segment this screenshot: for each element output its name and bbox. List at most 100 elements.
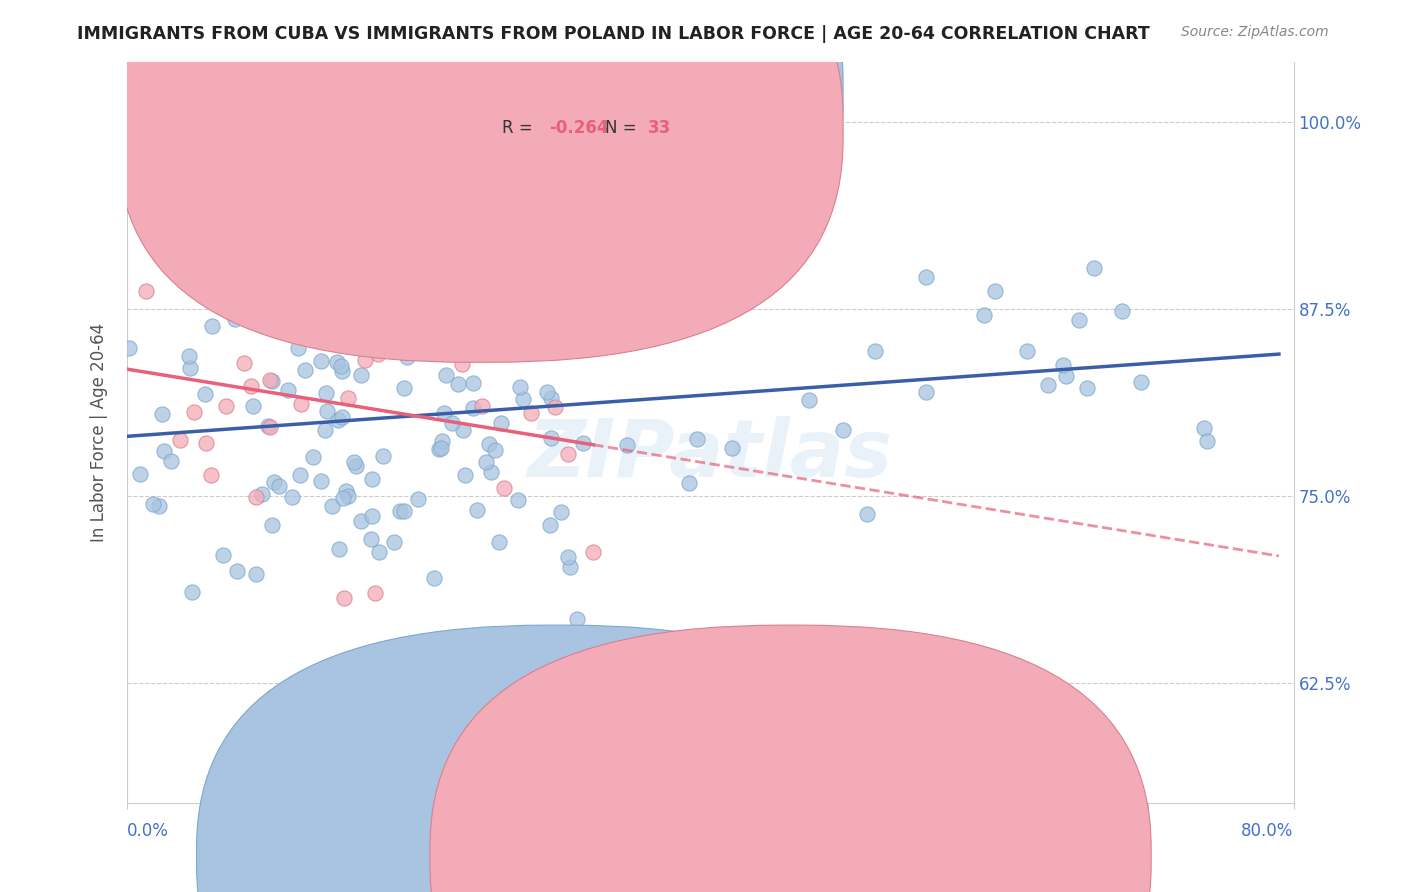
Point: [309, 354, 332, 368]
Point: [463, 401, 485, 415]
Point: [440, 416, 463, 430]
Point: [423, 571, 446, 585]
Point: [290, 397, 312, 411]
Point: [183, 405, 205, 419]
Point: [333, 591, 356, 606]
Point: [1052, 358, 1074, 372]
Point: [491, 306, 513, 320]
Point: [426, 309, 449, 323]
Point: [315, 385, 337, 400]
Text: ZIPatlas: ZIPatlas: [527, 416, 893, 494]
Point: [1111, 303, 1133, 318]
Point: [865, 343, 887, 358]
Point: [582, 545, 605, 559]
Text: Immigrants from Poland: Immigrants from Poland: [810, 848, 1010, 866]
Point: [128, 467, 150, 481]
Point: [242, 399, 264, 413]
FancyBboxPatch shape: [117, 0, 844, 326]
Point: [616, 438, 638, 452]
Point: [142, 497, 165, 511]
Point: [1192, 421, 1215, 435]
Y-axis label: In Labor Force | Age 20-64: In Labor Force | Age 20-64: [90, 323, 108, 542]
Point: [135, 285, 157, 299]
Text: 80.0%: 80.0%: [1241, 822, 1294, 840]
Point: [256, 418, 278, 433]
Point: [914, 269, 936, 284]
Point: [392, 381, 415, 395]
Point: [512, 392, 534, 407]
Point: [484, 443, 506, 458]
Text: IMMIGRANTS FROM CUBA VS IMMIGRANTS FROM POLAND IN LABOR FORCE | AGE 20-64 CORREL: IMMIGRANTS FROM CUBA VS IMMIGRANTS FROM …: [77, 25, 1150, 43]
Point: [167, 234, 190, 248]
Point: [215, 399, 238, 413]
FancyBboxPatch shape: [453, 70, 710, 152]
Point: [557, 447, 579, 461]
Point: [384, 535, 406, 549]
Point: [245, 566, 267, 581]
Point: [536, 384, 558, 399]
Point: [1067, 313, 1090, 327]
Point: [558, 560, 581, 574]
Text: N =: N =: [605, 120, 637, 137]
Point: [506, 492, 529, 507]
Point: [1195, 434, 1218, 448]
Point: [160, 454, 183, 468]
Point: [209, 301, 232, 315]
Point: [367, 347, 389, 361]
Point: [259, 419, 281, 434]
Point: [427, 442, 450, 456]
Point: [339, 294, 361, 309]
Point: [915, 385, 938, 400]
Point: [1083, 261, 1105, 276]
Point: [290, 467, 312, 482]
FancyBboxPatch shape: [117, 0, 844, 362]
Point: [479, 465, 502, 479]
Text: N =: N =: [605, 82, 637, 100]
Point: [309, 304, 332, 318]
Point: [373, 450, 395, 464]
Point: [1038, 378, 1060, 392]
Point: [337, 391, 360, 405]
Point: [309, 474, 332, 488]
Point: [451, 358, 474, 372]
Text: R =: R =: [502, 120, 533, 137]
Point: [325, 355, 347, 369]
Point: [294, 363, 316, 377]
Point: [330, 364, 353, 378]
Point: [478, 437, 501, 451]
Point: [433, 406, 456, 420]
Point: [267, 243, 290, 257]
Point: [259, 373, 281, 387]
Point: [150, 407, 173, 421]
Point: [148, 499, 170, 513]
Point: [256, 266, 278, 280]
Text: -0.264: -0.264: [548, 120, 609, 137]
Point: [138, 234, 160, 248]
Point: [301, 450, 323, 464]
Point: [565, 612, 588, 626]
Point: [430, 434, 453, 448]
Point: [260, 375, 283, 389]
Text: R =: R =: [502, 82, 533, 100]
Point: [330, 410, 353, 425]
Point: [678, 475, 700, 490]
Point: [1015, 343, 1038, 358]
Point: [856, 507, 879, 521]
Text: 33: 33: [648, 120, 672, 137]
Point: [316, 404, 339, 418]
Point: [1130, 376, 1153, 390]
Point: [540, 432, 562, 446]
Point: [194, 387, 217, 401]
Point: [1054, 368, 1077, 383]
Point: [314, 423, 336, 437]
Point: [451, 423, 474, 437]
Point: [685, 433, 707, 447]
Point: [321, 499, 343, 513]
Text: Source: ZipAtlas.com: Source: ZipAtlas.com: [1181, 25, 1329, 39]
Point: [412, 344, 434, 359]
Point: [360, 532, 382, 546]
Point: [720, 442, 742, 456]
Point: [336, 489, 359, 503]
Point: [239, 379, 262, 393]
Point: [245, 490, 267, 504]
